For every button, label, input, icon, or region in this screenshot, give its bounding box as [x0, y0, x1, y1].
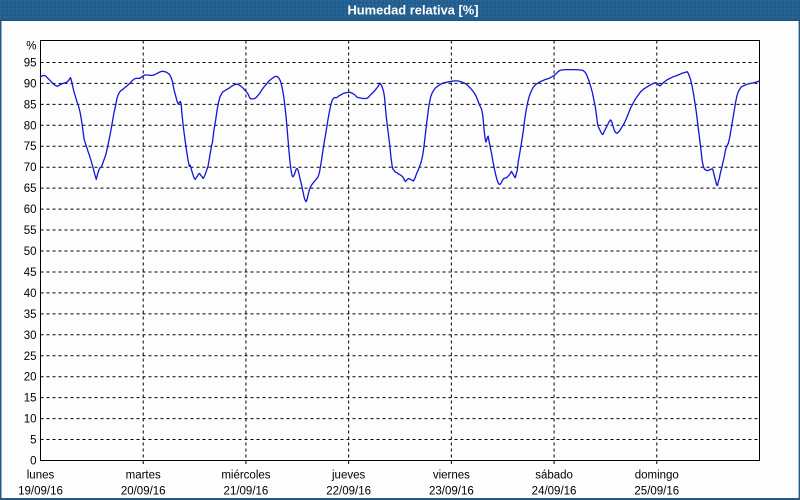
svg-text:martes: martes	[126, 470, 161, 482]
svg-text:75: 75	[24, 141, 37, 153]
svg-text:95: 95	[24, 57, 37, 69]
svg-text:40: 40	[24, 288, 37, 300]
svg-text:19/09/16: 19/09/16	[18, 486, 63, 498]
svg-text:24/09/16: 24/09/16	[532, 486, 577, 498]
svg-text:0: 0	[30, 456, 36, 468]
svg-text:%: %	[26, 41, 36, 53]
svg-text:45: 45	[24, 267, 37, 279]
svg-text:25/09/16: 25/09/16	[634, 486, 679, 498]
svg-text:15: 15	[24, 393, 37, 405]
svg-text:23/09/16: 23/09/16	[429, 486, 474, 498]
svg-text:21/09/16: 21/09/16	[224, 486, 269, 498]
svg-text:65: 65	[24, 183, 37, 195]
svg-text:60: 60	[24, 204, 37, 216]
svg-text:5: 5	[30, 435, 36, 447]
svg-text:10: 10	[24, 414, 37, 426]
svg-text:30: 30	[24, 330, 37, 342]
svg-text:70: 70	[24, 162, 37, 174]
svg-text:lunes: lunes	[27, 470, 55, 482]
svg-text:90: 90	[24, 78, 37, 90]
svg-text:35: 35	[24, 309, 37, 321]
svg-text:55: 55	[24, 225, 37, 237]
svg-text:25: 25	[24, 351, 37, 363]
svg-text:50: 50	[24, 246, 37, 258]
svg-text:domingo: domingo	[635, 470, 679, 482]
svg-text:80: 80	[24, 120, 37, 132]
svg-text:22/09/16: 22/09/16	[326, 486, 371, 498]
svg-text:viernes: viernes	[433, 470, 470, 482]
svg-text:20/09/16: 20/09/16	[121, 486, 166, 498]
svg-text:85: 85	[24, 99, 37, 111]
svg-text:jueves: jueves	[331, 470, 365, 482]
svg-text:20: 20	[24, 372, 37, 384]
svg-text:miércoles: miércoles	[221, 470, 270, 482]
svg-text:sábado: sábado	[535, 470, 573, 482]
svg-text:Humedad relativa [%]: Humedad relativa [%]	[347, 2, 478, 17]
